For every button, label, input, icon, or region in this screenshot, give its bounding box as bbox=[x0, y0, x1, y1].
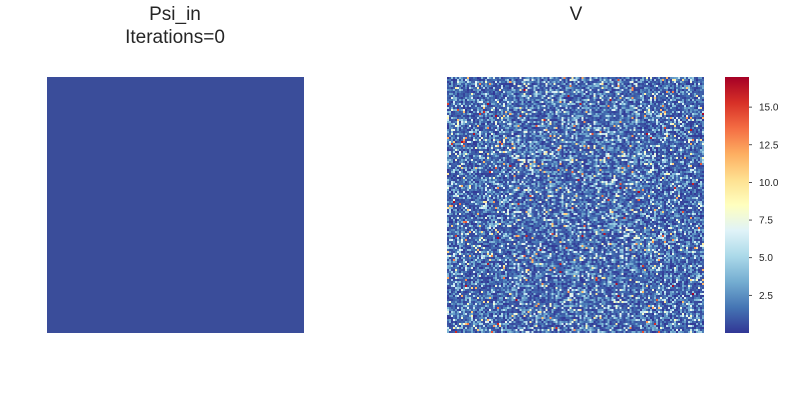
v-heatmap-image bbox=[447, 77, 704, 333]
colorbar-tick-label: 5.0 bbox=[759, 253, 773, 264]
colorbar-tick-label: 15.0 bbox=[759, 103, 779, 114]
v-heatmap bbox=[447, 77, 704, 333]
left-subtitle: Iterations=0 bbox=[125, 27, 225, 48]
colorbar-tick-label: 7.5 bbox=[759, 216, 773, 227]
psi-heatmap bbox=[47, 77, 304, 333]
colorbar-tick-label: 12.5 bbox=[759, 140, 779, 151]
left-title: Psi_in bbox=[149, 4, 201, 25]
right-title: V bbox=[570, 4, 583, 25]
colorbar bbox=[725, 77, 749, 333]
colorbar-tick-label: 10.0 bbox=[759, 178, 779, 189]
colorbar-tick-label: 2.5 bbox=[759, 291, 773, 302]
colorbar-ticks: 2.5 5.0 7.5 10.0 12.5 15.0 bbox=[749, 103, 779, 302]
